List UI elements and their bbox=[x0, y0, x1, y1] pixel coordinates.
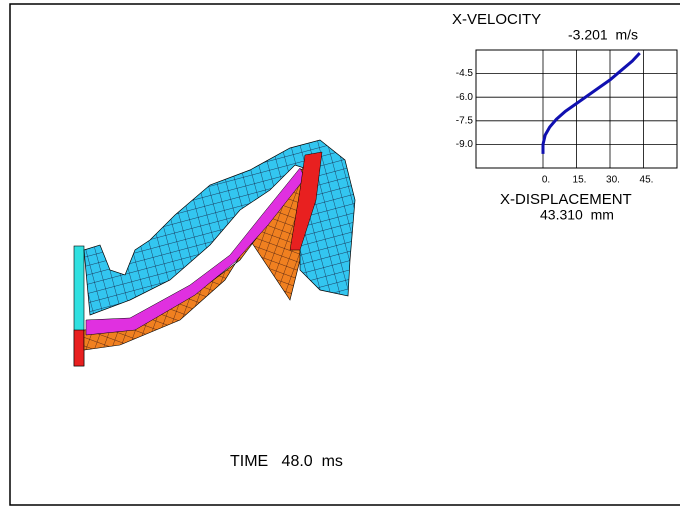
y-tick-label: -6.0 bbox=[456, 92, 474, 103]
y-tick-label: -7.5 bbox=[456, 115, 474, 126]
mesh-model bbox=[74, 140, 355, 366]
x-tick-label: 15. bbox=[573, 175, 587, 186]
x-axis-label: X-DISPLACEMENT bbox=[500, 191, 632, 208]
screen: TIME 48.0 ms X-VELOCITY -3.201 m/s X-DIS… bbox=[0, 0, 680, 511]
velocity-line bbox=[543, 53, 640, 154]
x-current: 43.310 mm bbox=[540, 207, 614, 223]
x-tick-label: 30. bbox=[606, 175, 620, 186]
x-tick-label: 45. bbox=[640, 175, 654, 186]
current-value: -3.201 m/s bbox=[568, 27, 638, 43]
x-tick-label: 0. bbox=[542, 175, 550, 186]
y-tick-label: -4.5 bbox=[456, 68, 474, 79]
chart-title: X-VELOCITY bbox=[452, 11, 541, 28]
time-label: TIME 48.0 ms bbox=[230, 453, 343, 470]
y-tick-label: -9.0 bbox=[456, 139, 474, 150]
